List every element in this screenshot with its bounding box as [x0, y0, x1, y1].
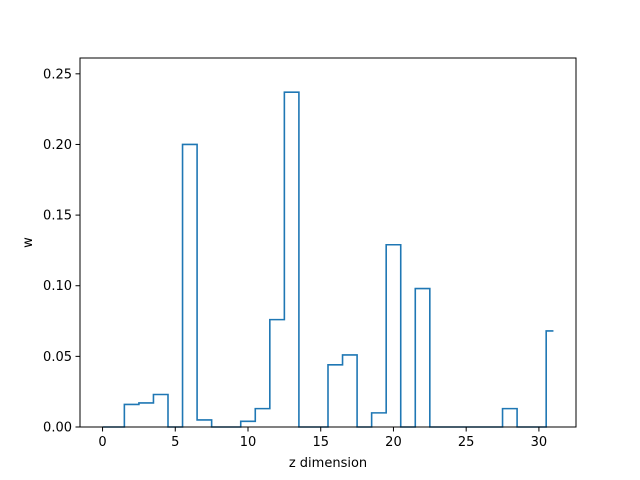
y-tick-label: 0.20	[43, 138, 72, 153]
x-tick-label: 0	[98, 435, 106, 450]
y-tick-label: 0.05	[43, 350, 72, 365]
y-axis-ticks: 0.00 0.05 0.10 0.15 0.20 0.25	[43, 67, 80, 436]
y-tick-label: 0.25	[43, 67, 72, 82]
x-tick-label: 15	[312, 435, 329, 450]
x-axis-label: z dimension	[289, 456, 367, 471]
data-series	[102, 91, 554, 428]
plot-frame	[79, 57, 577, 428]
y-axis-label: w	[21, 237, 36, 248]
y-tick-label: 0.00	[43, 421, 72, 436]
x-tick-label: 10	[240, 435, 257, 450]
x-axis-ticks: 0 5 10 15 20 25 30	[98, 427, 547, 450]
x-tick-label: 25	[458, 435, 475, 450]
y-tick-label: 0.10	[43, 279, 72, 294]
x-tick-label: 20	[385, 435, 402, 450]
step-line	[102, 91, 554, 428]
x-tick-label: 5	[171, 435, 179, 450]
y-tick-label: 0.15	[43, 209, 72, 224]
x-tick-label: 30	[531, 435, 548, 450]
